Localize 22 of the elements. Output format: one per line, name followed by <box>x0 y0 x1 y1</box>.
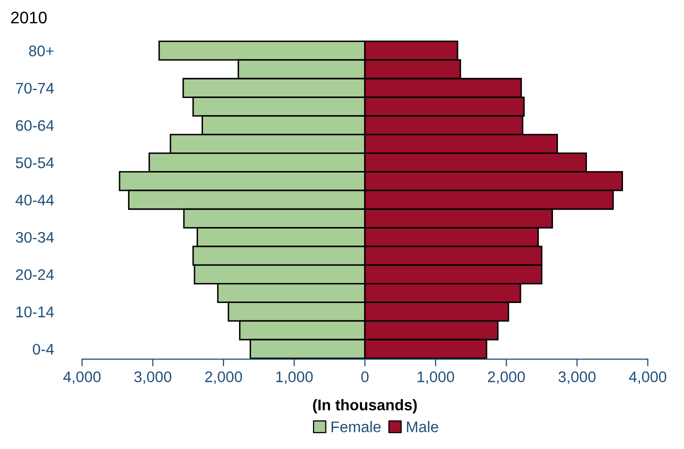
y-tick-label: 40-44 <box>16 194 54 206</box>
y-tick-label: 30-34 <box>16 232 54 243</box>
legend-label: Female <box>332 421 381 432</box>
y-tick-label: 0-4 <box>32 344 54 355</box>
x-tick-label: 2,000 <box>488 371 525 384</box>
x-tick-label: 4,000 <box>628 371 666 384</box>
x-tick-label: 1,000 <box>418 371 454 384</box>
x-tick-label: 3,000 <box>134 371 172 384</box>
x-tick-label: 2,000 <box>205 371 242 384</box>
x-tick-label: 1,000 <box>276 371 313 384</box>
chart-title: 2010 <box>11 12 47 24</box>
x-tick-label: 3,000 <box>558 371 596 384</box>
y-tick-label: 70-74 <box>16 82 54 94</box>
y-tick-label: 80+ <box>29 46 54 56</box>
y-tick-label: 50-54 <box>16 157 54 168</box>
y-tick-label: 20-24 <box>16 269 54 280</box>
y-tick-label: 10-14 <box>16 306 54 318</box>
x-axis-title: (In thousands) <box>313 399 417 414</box>
y-tick-label: 60-64 <box>16 120 54 131</box>
x-tick-label: 0 <box>361 371 369 382</box>
x-tick-label: 4,000 <box>63 371 101 384</box>
legend-label: Male <box>406 421 438 432</box>
